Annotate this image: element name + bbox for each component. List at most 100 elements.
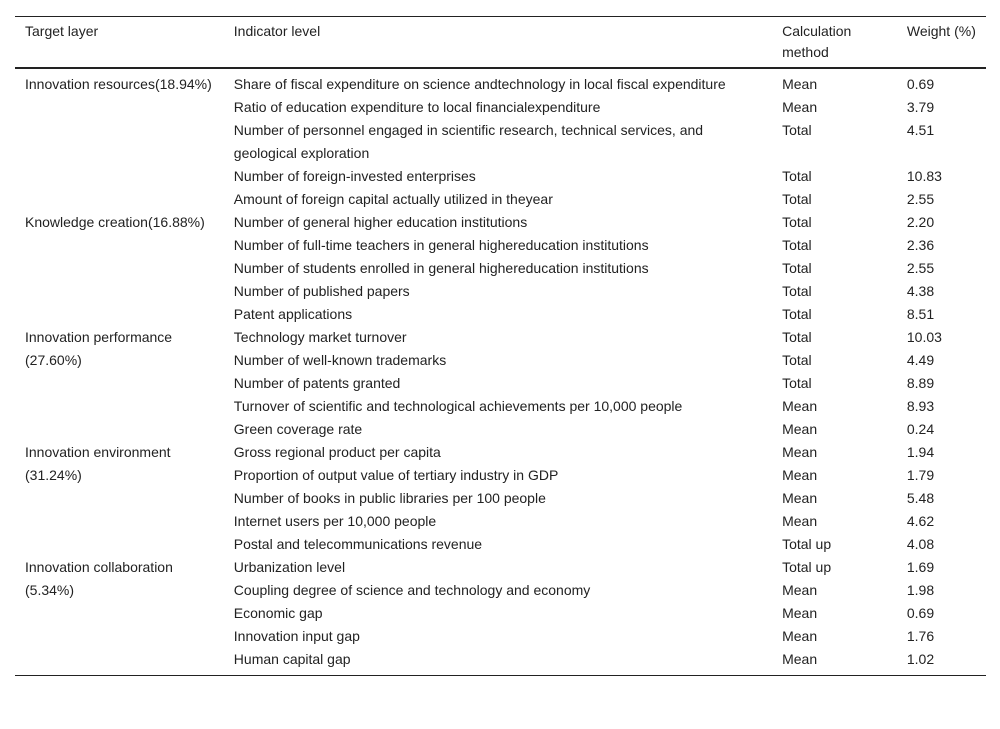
method-cell: Total [782,214,812,230]
table-row: Knowledge creation(16.88%) Number of gene… [15,211,986,234]
weight-cell: 1.76 [906,628,935,644]
weight-cell: 4.51 [906,122,935,138]
table-row: Patent applications Total 8.51 [15,303,986,326]
method-cell: Total [782,283,812,299]
table-row: Internet users per 10,000 people Mean 4.62 [15,510,986,533]
indicator-cell: Number of students enrolled in general h… [233,260,649,276]
method-cell: Total [782,191,812,207]
indicator-cell: Turnover of scientific and technological… [233,398,683,414]
method-cell: Mean [782,490,818,506]
table-body: Innovation resources(18.94%) Share of fis… [15,68,986,676]
indicator-weight-table: Target layer Indicator level Calculation… [15,16,986,676]
method-cell: Total [782,306,812,322]
weight-cell: 2.36 [906,237,935,253]
header-indicator-level: Indicator level [233,23,321,39]
indicator-cell: Human capital gap [233,651,351,667]
indicator-cell: Proportion of output value of tertiary i… [233,467,559,483]
table-row: Innovation performance (27.60%) Technolog… [15,326,986,368]
table-header: Target layer Indicator level Calculation… [15,16,986,68]
weight-cell: 5.48 [906,490,935,506]
weight-cell: 4.08 [906,536,935,552]
method-cell: Mean [782,421,818,437]
indicator-cell: Gross regional product per capita [233,444,441,460]
indicator-cell: Patent applications [233,306,353,322]
indicator-cell: Number of well-known trademarks [233,352,447,368]
indicator-cell: Internet users per 10,000 people [233,513,437,529]
weight-cell: 1.69 [906,559,935,575]
table-row: Innovation environment (31.24%) Gross reg… [15,441,986,483]
method-cell: Total [782,168,812,184]
weight-cell: 0.24 [906,421,935,437]
table-row: Postal and telecommunications revenue Tot… [15,533,986,556]
indicator-cell: Number of full-time teachers in general … [233,237,649,253]
indicator-cell: Ratio of education expenditure to local … [233,99,601,115]
weight-cell: 1.94 [906,444,935,460]
indicator-cell: Amount of foreign capital actually utili… [233,191,553,207]
indicator-cell: Number of patents granted [233,375,401,391]
method-cell: Mean [782,582,818,598]
weight-cell: 2.20 [906,214,935,230]
method-cell: Mean [782,513,818,529]
weight-cell: 1.02 [906,651,935,667]
method-cell: Total [782,237,812,253]
indicator-cell: Number of published papers [233,283,410,299]
weight-cell: 0.69 [906,76,935,92]
indicator-cell: Innovation input gap [233,628,360,644]
target-layer-cell: Innovation resources(18.94%) [25,76,212,92]
weight-cell: 1.79 [906,467,935,483]
weight-cell: 4.38 [906,283,935,299]
table-row: Number of patents granted Total 8.89 [15,372,986,395]
indicator-cell: Share of fiscal expenditure on science a… [233,76,726,92]
target-layer-cell: Innovation environment (31.24%) [25,444,171,483]
method-cell: Mean [782,398,818,414]
method-cell: Mean [782,651,818,667]
weight-cell: 4.49 [906,352,935,368]
table-row: Green coverage rate Mean 0.24 [15,418,986,441]
method-cell: Mean [782,76,818,92]
table-row: Proportion of output value of tertiary i… [15,464,986,487]
table-row: Number of personnel engaged in scientifi… [15,119,986,165]
method-cell: Mean [782,628,818,644]
target-layer-cell: Innovation performance (27.60%) [25,329,173,368]
indicator-cell: Green coverage rate [233,421,363,437]
weight-cell: 3.79 [906,99,935,115]
header-calculation-method: Calculation method [782,23,852,60]
indicator-cell: Number of personnel engaged in scientifi… [233,122,704,161]
header-weight: Weight (%) [906,23,976,39]
method-cell: Total up [782,559,832,575]
table-row: Amount of foreign capital actually utili… [15,188,986,211]
method-cell: Total up [782,536,832,552]
table-row: Human capital gap Mean 1.02 [15,648,986,676]
weight-cell: 4.62 [906,513,935,529]
indicator-cell: Technology market turnover [233,329,407,345]
target-layer-cell: Innovation collaboration (5.34%) [25,559,173,598]
table-row: Innovation resources(18.94%) Share of fis… [15,68,986,96]
weight-cell: 10.03 [906,329,942,345]
weight-cell: 2.55 [906,260,935,276]
method-cell: Total [782,329,812,345]
weight-cell: 1.98 [906,582,935,598]
weight-cell: 10.83 [906,168,942,184]
indicator-cell: Number of books in public libraries per … [233,490,546,506]
method-cell: Total [782,260,812,276]
table-row: Number of well-known trademarks Total 4.49 [15,349,986,372]
table-row: Innovation collaboration (5.34%) Urbaniza… [15,556,986,598]
indicator-cell: Postal and telecommunications revenue [233,536,483,552]
indicator-cell: Coupling degree of science and technolog… [233,582,591,598]
indicator-cell: Number of general higher education insti… [233,214,528,230]
method-cell: Mean [782,605,818,621]
table-row: Ratio of education expenditure to local … [15,96,986,119]
method-cell: Mean [782,467,818,483]
weight-cell: 8.93 [906,398,935,414]
weight-cell: 0.69 [906,605,935,621]
table-row: Number of students enrolled in general h… [15,257,986,280]
table-row: Number of full-time teachers in general … [15,234,986,257]
method-cell: Total [782,122,812,138]
table-row: Economic gap Mean 0.69 [15,602,986,625]
target-layer-cell: Knowledge creation(16.88%) [25,214,205,230]
header-row: Target layer Indicator level Calculation… [15,16,986,68]
weight-cell: 8.89 [906,375,935,391]
table-row: Number of published papers Total 4.38 [15,280,986,303]
method-cell: Total [782,352,812,368]
indicator-cell: Urbanization level [233,559,346,575]
